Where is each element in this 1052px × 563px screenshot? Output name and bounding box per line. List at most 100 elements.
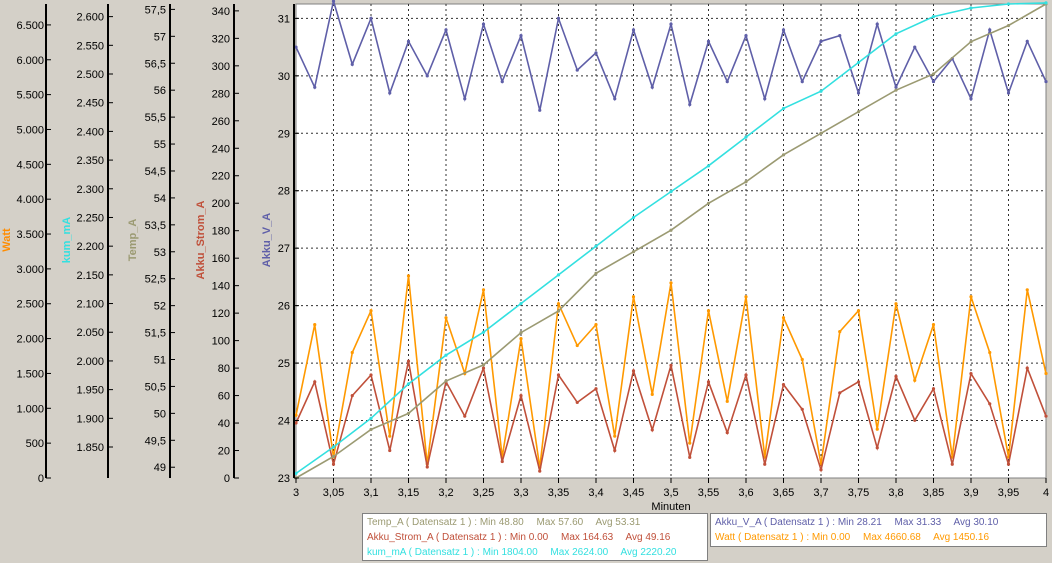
data-point-Watt bbox=[969, 295, 973, 299]
data-point-Watt bbox=[838, 330, 842, 334]
data-point-Watt bbox=[575, 343, 579, 348]
data-point-kum_mA bbox=[406, 382, 411, 386]
data-point-Akku_Strom_A bbox=[331, 462, 336, 466]
legend-strom-name: Akku_Strom_A ( Datensatz 1 ) : Min 0.00 bbox=[367, 532, 549, 543]
data-point-Watt bbox=[669, 281, 673, 285]
data-point-Akku_Strom_A bbox=[856, 380, 861, 384]
y-tick-label: 5.500 bbox=[16, 90, 44, 102]
y-tick-label: 25 bbox=[278, 358, 290, 370]
x-tick-label: 3,5 bbox=[663, 487, 678, 499]
data-point-Akku_Strom_A bbox=[875, 446, 879, 450]
data-point-Akku_Strom_A bbox=[894, 374, 898, 378]
data-point-Watt bbox=[631, 295, 636, 299]
x-tick-label: 3,6 bbox=[738, 487, 753, 499]
y-axis-title: Temp_A bbox=[127, 219, 139, 262]
y-tick-label: 300 bbox=[212, 61, 230, 73]
y-tick-label: 4.000 bbox=[16, 194, 44, 206]
data-point-Watt bbox=[350, 350, 354, 355]
data-point-Watt bbox=[875, 427, 879, 431]
data-point-Akku_Strom_A bbox=[538, 469, 542, 473]
y-tick-label: 2.000 bbox=[16, 334, 44, 346]
y-tick-label: 3.500 bbox=[16, 229, 44, 241]
legend-strom-max: Max 164.63 bbox=[560, 532, 614, 543]
data-point-Akku_V_A bbox=[688, 102, 692, 107]
x-axis-title: Minuten bbox=[651, 501, 690, 513]
y-tick-label: 260 bbox=[212, 116, 230, 128]
data-point-Akku_Strom_A bbox=[988, 402, 992, 406]
data-point-Akku_Strom_A bbox=[706, 380, 711, 384]
y-tick-label: 0 bbox=[224, 473, 230, 485]
y-tick-label: 31 bbox=[278, 13, 290, 25]
data-point-kum_mA bbox=[781, 106, 786, 111]
data-point-Watt bbox=[894, 302, 898, 306]
y-tick-label: 1.500 bbox=[16, 368, 44, 380]
y-tick-label: 6.000 bbox=[16, 55, 44, 67]
data-point-Akku_V_A bbox=[894, 85, 898, 89]
y-tick-label: 52 bbox=[154, 301, 166, 313]
data-point-Temp_A bbox=[819, 131, 823, 135]
data-point-Watt bbox=[931, 323, 936, 327]
x-tick-label: 3,9 bbox=[963, 487, 978, 499]
legend-row: Akku_V_A ( Datensatz 1 ) : Min 28.21 Max… bbox=[715, 515, 1042, 530]
data-point-kum_mA bbox=[369, 416, 373, 420]
data-point-Akku_Strom_A bbox=[1006, 462, 1011, 466]
data-point-Watt bbox=[1044, 371, 1048, 376]
y-tick-label: 220 bbox=[212, 171, 230, 183]
data-point-Akku_Strom_A bbox=[406, 359, 411, 363]
x-tick-label: 3,55 bbox=[698, 487, 719, 499]
x-tick-label: 3,3 bbox=[513, 487, 528, 499]
y-tick-label: 160 bbox=[212, 253, 230, 265]
data-point-kum_mA bbox=[669, 190, 673, 194]
y-tick-label: 57,5 bbox=[145, 4, 166, 16]
y-tick-label: 55,5 bbox=[145, 112, 166, 124]
data-point-Akku_V_A bbox=[706, 39, 711, 43]
data-point-Temp_A bbox=[931, 72, 936, 76]
y-tick-label: 1.850 bbox=[76, 442, 104, 454]
data-point-Watt bbox=[481, 288, 486, 292]
data-point-kum_mA bbox=[294, 471, 298, 476]
data-point-Akku_V_A bbox=[988, 28, 992, 32]
y-tick-label: 180 bbox=[212, 226, 230, 238]
y-tick-label: 52,5 bbox=[145, 274, 166, 286]
data-point-kum_mA bbox=[556, 273, 561, 277]
legend-strom-avg: Avg 49.16 bbox=[625, 532, 671, 543]
data-point-Watt bbox=[388, 434, 392, 438]
y-tick-label: 26 bbox=[278, 301, 290, 313]
y-tick-label: 23 bbox=[278, 473, 290, 485]
data-point-Akku_Strom_A bbox=[1025, 366, 1029, 370]
y-tick-label: 53,5 bbox=[145, 220, 166, 232]
y-tick-label: 2.450 bbox=[76, 98, 104, 110]
data-point-kum_mA bbox=[894, 32, 898, 36]
legend-temp-avg: Avg 53.31 bbox=[595, 517, 641, 528]
y-tick-label: 2.300 bbox=[76, 184, 104, 196]
x-tick-label: 3,35 bbox=[548, 487, 569, 499]
data-point-kum_mA bbox=[331, 445, 336, 449]
data-point-Watt bbox=[706, 309, 711, 313]
data-point-Akku_Strom_A bbox=[1044, 414, 1048, 418]
y-tick-label: 4.500 bbox=[16, 159, 44, 171]
x-tick-label: 3,85 bbox=[923, 487, 944, 499]
x-tick-label: 3,4 bbox=[588, 487, 603, 499]
data-point-Akku_Strom_A bbox=[800, 407, 804, 411]
legend-temp-name: Temp_A ( Datensatz 1 ) : Min 48.80 bbox=[367, 517, 524, 528]
x-tick-label: 3 bbox=[293, 487, 299, 499]
y-tick-label: 53 bbox=[154, 247, 166, 259]
data-point-Akku_V_A bbox=[725, 79, 729, 84]
data-point-Akku_V_A bbox=[744, 34, 748, 38]
y-tick-label: 20 bbox=[218, 446, 230, 458]
data-point-Temp_A bbox=[369, 427, 373, 432]
legend-volt-name: Akku_V_A ( Datensatz 1 ) : Min 28.21 bbox=[715, 517, 882, 528]
x-tick-label: 3,7 bbox=[813, 487, 828, 499]
data-point-Akku_V_A bbox=[650, 85, 654, 89]
y-tick-label: 2.150 bbox=[76, 270, 104, 282]
data-point-Akku_V_A bbox=[538, 108, 542, 112]
legend-watt-max: Max 4660.68 bbox=[863, 532, 921, 543]
y-tick-label: 200 bbox=[212, 198, 230, 210]
data-point-Akku_V_A bbox=[613, 97, 617, 101]
data-point-kum_mA bbox=[856, 60, 861, 65]
y-tick-label: 27 bbox=[278, 243, 290, 255]
data-point-Watt bbox=[594, 323, 598, 327]
data-point-Akku_V_A bbox=[631, 28, 636, 32]
x-tick-label: 4 bbox=[1043, 487, 1049, 499]
data-point-Akku_Strom_A bbox=[556, 373, 561, 377]
